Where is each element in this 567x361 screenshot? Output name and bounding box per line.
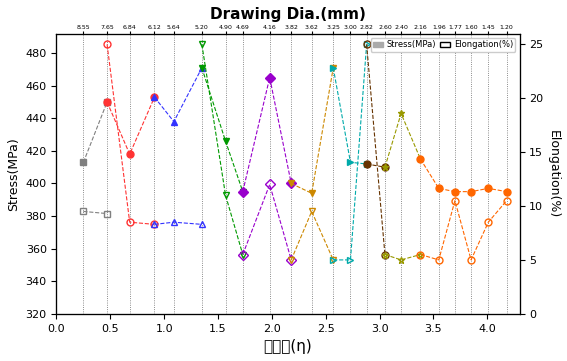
Y-axis label: Stress(MPa): Stress(MPa) bbox=[7, 137, 20, 210]
X-axis label: Drawing Dia.(mm): Drawing Dia.(mm) bbox=[210, 7, 366, 22]
Y-axis label: Elongation(%): Elongation(%) bbox=[547, 130, 560, 218]
X-axis label: 가공률(η): 가공률(η) bbox=[264, 339, 312, 354]
Legend: Stress(MPa), Elongation(%): Stress(MPa), Elongation(%) bbox=[371, 38, 515, 52]
